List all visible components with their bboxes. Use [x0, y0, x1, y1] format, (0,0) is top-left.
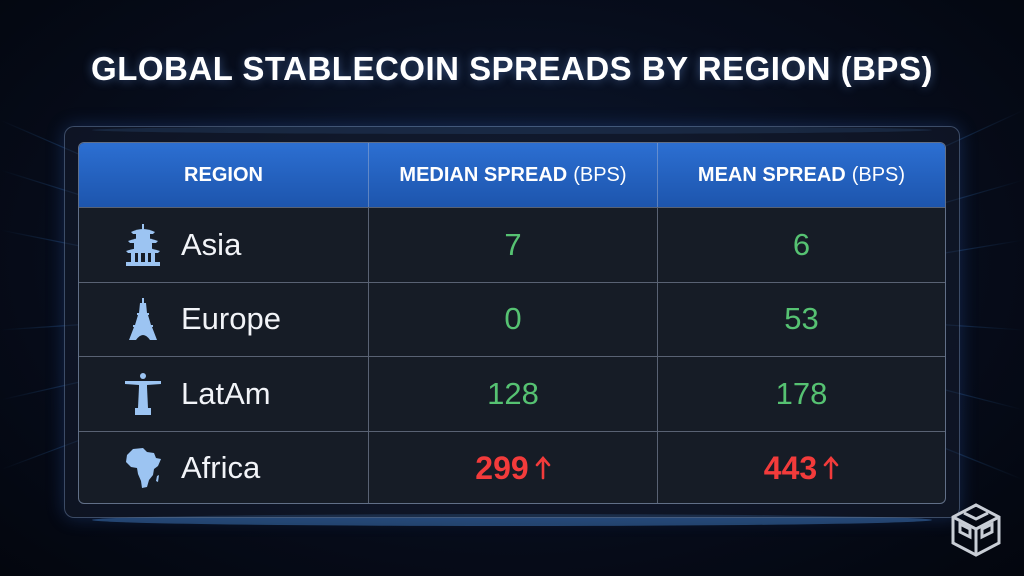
- mean-cell: 53: [657, 282, 945, 356]
- median-cell: 128: [368, 357, 657, 431]
- region-name: Europe: [181, 301, 281, 337]
- eiffel-tower-icon: [129, 298, 157, 341]
- page-title: GLOBAL STABLECOIN SPREADS BY REGION (BPS…: [91, 50, 933, 87]
- spreads-table: REGION MEDIAN SPREAD (BPS) MEAN SPREAD (…: [78, 142, 946, 504]
- header-region-label: REGION: [184, 163, 263, 186]
- median-value: 7: [504, 226, 522, 262]
- table-row: LatAm 128 178: [79, 356, 945, 431]
- median-cell: 7: [368, 208, 657, 282]
- table-row: Europe 0 53: [79, 281, 945, 357]
- mean-value: 53: [784, 301, 819, 337]
- christ-redeemer-icon: [125, 372, 161, 415]
- header-median-label: MEDIAN SPREAD: [399, 163, 568, 186]
- median-value: 128: [487, 375, 539, 411]
- region-name: Africa: [181, 450, 261, 486]
- header-region: REGION: [79, 143, 368, 207]
- header-median-unit: (BPS): [573, 163, 627, 186]
- mean-cell: 178: [657, 357, 945, 431]
- arrow-up-icon: [823, 456, 839, 480]
- region-cell: LatAm: [79, 357, 368, 431]
- mean-cell: 6: [657, 208, 945, 282]
- header-median: MEDIAN SPREAD (BPS): [368, 143, 657, 207]
- region-cell: Europe: [79, 283, 368, 357]
- africa-map-icon: [126, 448, 161, 489]
- cube-logo-icon: [951, 503, 1001, 557]
- header-mean-label: MEAN SPREAD: [697, 163, 846, 186]
- header-mean-unit: (BPS): [851, 163, 906, 186]
- table-row: Asia 7 6: [79, 207, 945, 282]
- mean-value: 178: [775, 375, 828, 411]
- table-header: REGION MEDIAN SPREAD (BPS) MEAN SPREAD (…: [79, 143, 945, 207]
- median-cell: 299: [368, 431, 657, 503]
- median-cell: 0: [368, 282, 657, 356]
- pagoda-icon: [126, 223, 160, 266]
- region-name: Asia: [181, 226, 242, 262]
- mean-value-group: 443: [764, 450, 839, 487]
- mean-cell: 443: [657, 431, 945, 503]
- median-value: 0: [504, 301, 522, 337]
- mean-value: 6: [792, 226, 811, 262]
- header-mean: MEAN SPREAD (BPS): [657, 143, 945, 207]
- median-value-group: 299: [475, 450, 550, 487]
- region-cell: Africa: [79, 432, 368, 504]
- region-name: LatAm: [181, 375, 271, 411]
- arrow-up-icon: [535, 456, 550, 480]
- mean-value: 443: [763, 449, 818, 486]
- region-cell: Asia: [79, 208, 368, 282]
- median-value: 299: [475, 449, 529, 486]
- table-row: Africa 299 443: [79, 430, 945, 504]
